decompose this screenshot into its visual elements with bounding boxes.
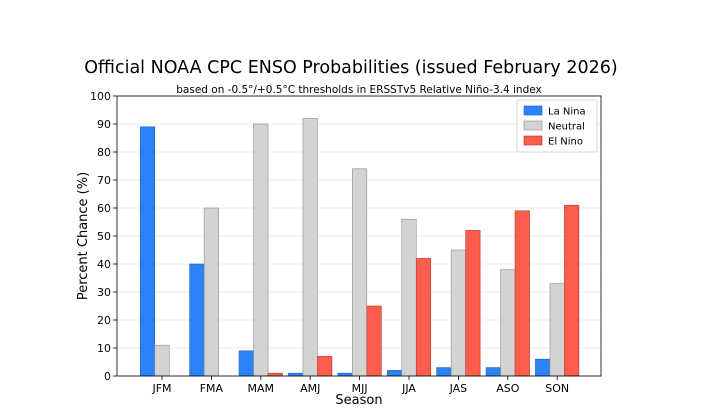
y-tick-label: 80	[97, 146, 111, 159]
bars	[139, 118, 580, 377]
y-tick-label: 30	[97, 286, 111, 299]
bar-la-nina-fma	[189, 263, 205, 377]
x-axis-label: Season	[335, 393, 382, 408]
legend-label-neutral: Neutral	[548, 122, 585, 133]
bar-la-nina-amj	[288, 372, 304, 377]
x-tick-label: AMJ	[300, 382, 320, 395]
bar-neutral-son	[549, 283, 565, 377]
legend-swatch-neutral	[523, 120, 543, 131]
bar-la-nina-jas	[436, 367, 452, 377]
bar-el-nino-amj	[317, 356, 333, 377]
y-tick-label: 50	[97, 230, 111, 243]
chart-title: Official NOAA CPC ENSO Probabilities (is…	[84, 58, 617, 78]
bar-neutral-jja	[401, 218, 417, 377]
legend-swatch-el-nino	[523, 135, 543, 146]
bar-neutral-mam	[253, 123, 269, 377]
x-axis-ticks: JFM FMA MAM AMJ MJJ JJA JAS ASO SON	[151, 376, 569, 395]
bar-la-nina-aso	[485, 367, 501, 377]
y-tick-label: 20	[97, 314, 111, 327]
bar-la-nina-jfm	[139, 126, 156, 377]
y-tick-label: 0	[104, 370, 111, 383]
bar-el-nino-mjj	[366, 305, 382, 377]
y-tick-label: 100	[90, 90, 111, 103]
x-tick-label: JAS	[449, 382, 468, 395]
x-tick-label: FMA	[200, 382, 224, 395]
bar-la-nina-mam	[238, 350, 254, 377]
x-tick-label: ASO	[496, 382, 520, 395]
bar-el-nino-aso	[514, 210, 530, 377]
bar-neutral-aso	[500, 269, 516, 377]
bar-el-nino-jas	[465, 230, 481, 377]
legend-swatch-la-nina	[523, 105, 543, 116]
y-axis-ticks: 0 10 20 30 40 50 60 70 80 90 100	[90, 90, 117, 383]
y-tick-label: 60	[97, 202, 111, 215]
y-tick-label: 40	[97, 258, 111, 271]
y-tick-label: 10	[97, 342, 111, 355]
x-tick-label: JJA	[401, 382, 416, 395]
y-tick-label: 70	[97, 174, 111, 187]
legend-label-el-nino: El Nino	[548, 137, 583, 148]
bar-la-nina-jja	[386, 370, 403, 377]
bar-el-nino-son	[564, 204, 580, 377]
bar-el-nino-mam	[267, 372, 283, 377]
bar-neutral-amj	[302, 118, 318, 377]
bar-neutral-jfm	[154, 344, 170, 377]
bar-neutral-fma	[203, 207, 219, 377]
bar-el-nino-jja	[415, 258, 432, 377]
legend: La Nina Neutral El Nino	[516, 99, 598, 153]
x-tick-label: JFM	[151, 382, 171, 395]
bar-la-nina-mjj	[337, 372, 353, 377]
bar-la-nina-son	[535, 358, 551, 377]
chart-subtitle: based on -0.5°/+0.5°C thresholds in ERSS…	[176, 84, 542, 96]
legend-label-la-nina: La Nina	[548, 107, 586, 118]
x-tick-label: MJJ	[352, 382, 368, 395]
x-tick-label: MAM	[248, 382, 275, 395]
bar-neutral-jas	[450, 249, 466, 377]
bar-neutral-mjj	[352, 168, 368, 377]
y-axis-label: Percent Chance (%)	[76, 172, 91, 300]
x-tick-label: SON	[545, 382, 569, 395]
y-tick-label: 90	[97, 118, 111, 131]
